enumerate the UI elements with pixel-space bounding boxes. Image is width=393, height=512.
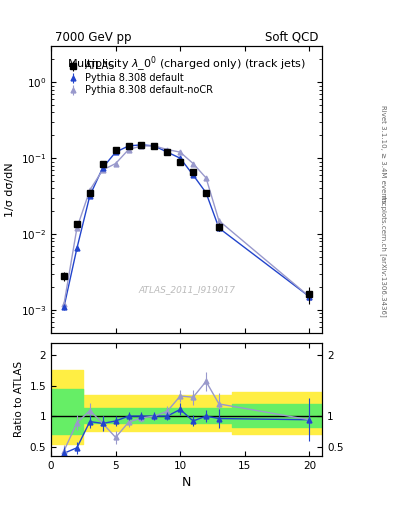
Text: ATLAS_2011_I919017: ATLAS_2011_I919017 (138, 285, 235, 294)
X-axis label: N: N (182, 476, 191, 489)
Y-axis label: 1/σ dσ/dN: 1/σ dσ/dN (5, 162, 15, 217)
Legend: ATLAS, Pythia 8.308 default, Pythia 8.308 default-noCR: ATLAS, Pythia 8.308 default, Pythia 8.30… (64, 59, 215, 97)
Text: Soft QCD: Soft QCD (265, 31, 318, 44)
Text: Rivet 3.1.10, ≥ 3.4M events: Rivet 3.1.10, ≥ 3.4M events (380, 104, 386, 203)
Y-axis label: Ratio to ATLAS: Ratio to ATLAS (14, 361, 24, 437)
Text: mcplots.cern.ch [arXiv:1306.3436]: mcplots.cern.ch [arXiv:1306.3436] (380, 195, 387, 317)
Text: 7000 GeV pp: 7000 GeV pp (55, 31, 132, 44)
Text: Multiplicity $\lambda\_0^0$ (charged only) (track jets): Multiplicity $\lambda\_0^0$ (charged onl… (67, 55, 306, 74)
